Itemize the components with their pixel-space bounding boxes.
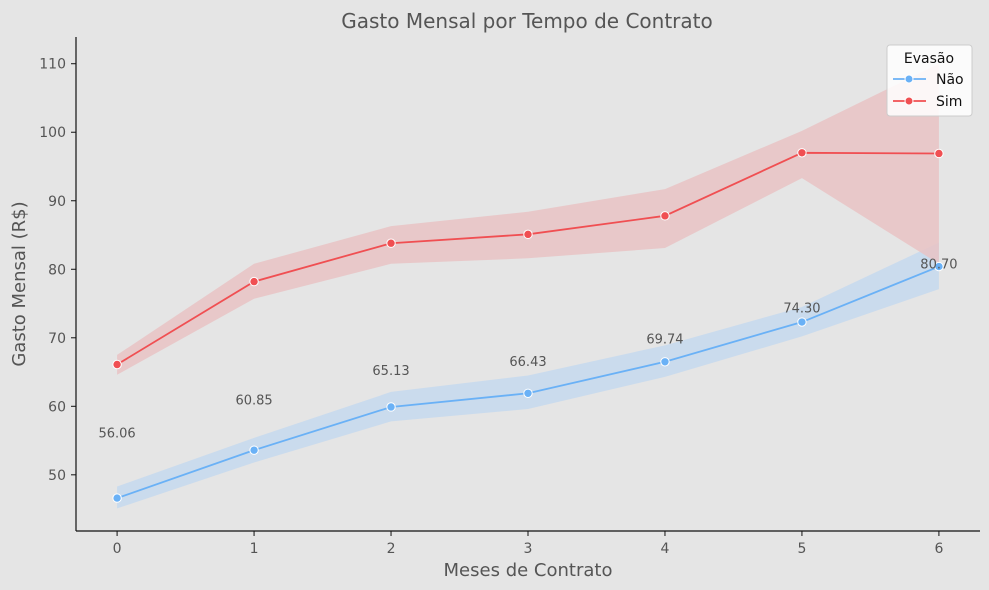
confidence-bands [117,63,939,509]
data-point [249,276,259,287]
y-tick-label: 60 [48,399,66,415]
confidence-band-series-1 [117,63,939,375]
data-point [249,445,259,455]
y-tick-label: 100 [39,125,66,141]
data-point [660,357,670,367]
chart-title: Gasto Mensal por Tempo de Contrato [341,9,712,33]
legend-items: Não Sim [893,72,964,110]
confidence-band-series-0 [117,242,939,509]
data-point [660,211,670,221]
legend-swatch-marker [904,74,914,84]
annotations: 56.06 60.85 65.13 66.43 69.74 74.30 80.70 [98,257,957,441]
data-label: 60.85 [235,393,272,408]
legend-swatch-marker [904,96,914,106]
y-tick-label: 70 [48,331,66,347]
data-point [386,238,396,248]
x-axis-label: Meses de Contrato [444,560,613,581]
data-label: 74.30 [783,301,820,316]
y-tick-label: 90 [48,194,66,210]
series-points [112,148,944,503]
data-point [523,229,533,240]
legend-label: Não [936,72,964,88]
x-tick-label: 1 [250,541,259,557]
data-label: 65.13 [372,364,409,379]
y-axis-label: Gasto Mensal (R$) [9,201,30,366]
y-ticks: 50 60 70 80 90 100 110 [39,57,76,484]
y-tick-label: 50 [48,468,66,484]
data-label: 66.43 [509,355,546,370]
x-tick-label: 4 [661,541,670,557]
x-tick-label: 5 [797,541,806,557]
data-point [797,317,807,327]
x-tick-label: 3 [524,541,533,557]
x-ticks: 0 1 2 3 4 5 6 [113,531,943,557]
data-point [112,359,122,370]
x-tick-label: 6 [934,541,943,557]
data-point [934,261,944,272]
data-point [523,388,533,398]
x-tick-label: 2 [387,541,396,557]
legend-label: Sim [936,94,962,110]
data-label: 56.06 [98,426,135,441]
legend-title: Evasão [904,51,954,67]
data-point [934,148,944,159]
data-point [386,402,396,412]
data-point [112,493,122,503]
legend: Evasão Não Sim [886,44,973,117]
y-tick-label: 110 [39,57,66,73]
y-tick-label: 80 [48,262,66,278]
x-tick-label: 0 [113,541,122,557]
data-label: 69.74 [646,333,683,348]
data-point [797,148,807,158]
data-label: 80.70 [920,257,957,272]
